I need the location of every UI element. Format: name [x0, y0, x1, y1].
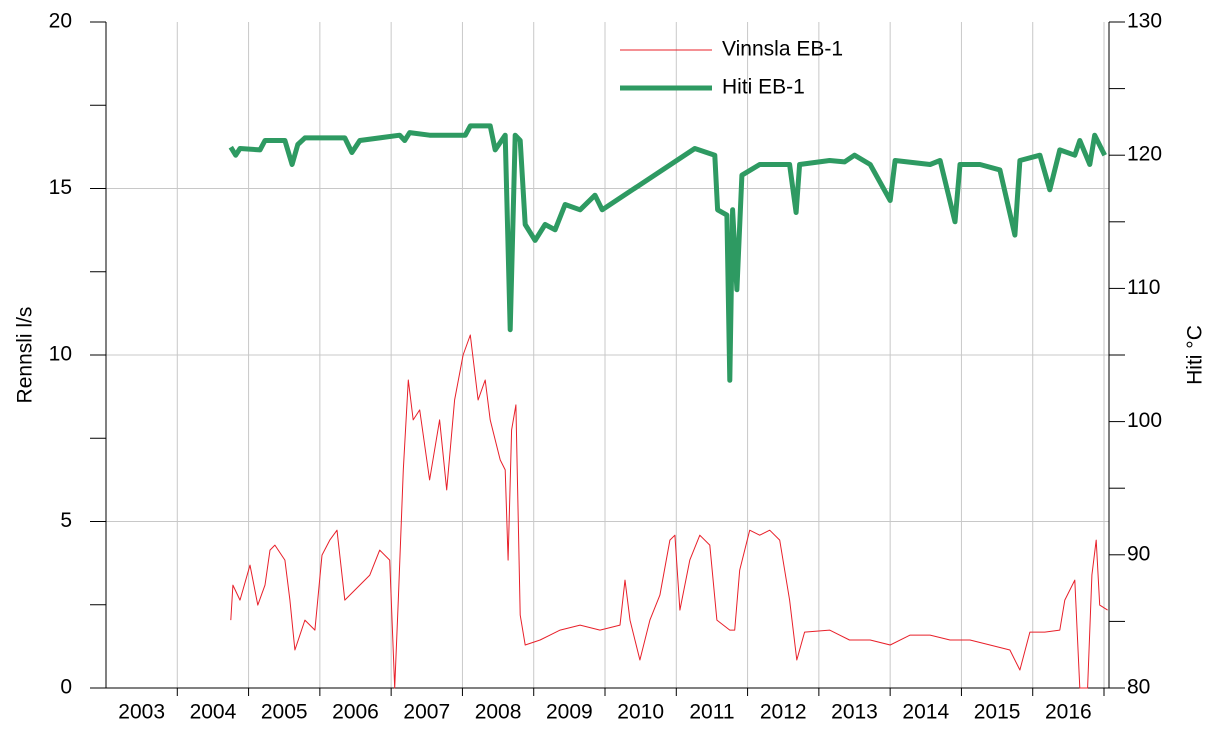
y2-tick-label: 120: [1127, 143, 1162, 166]
legend-label: Hiti EB-1: [722, 76, 805, 99]
y2-tick-label: 100: [1127, 409, 1162, 432]
y-tick-label: 10: [49, 343, 72, 366]
y-tick-label: 0: [60, 676, 72, 699]
legend-label: Vinnsla EB-1: [722, 38, 843, 61]
x-tick-label: 2014: [902, 701, 949, 724]
x-tick-label: 2011: [689, 701, 734, 724]
x-tick-label: 2009: [546, 701, 593, 724]
x-tick-label: 2008: [475, 701, 522, 724]
series-line: [230, 334, 1108, 689]
y2-axis-label: Hiti °C: [1184, 325, 1207, 385]
y2-tick-label: 80: [1127, 676, 1150, 699]
y-tick-label: 5: [60, 509, 72, 532]
series-line: [228, 123, 1107, 383]
x-tick-label: 2013: [831, 701, 878, 724]
x-tick-label: 2004: [190, 701, 237, 724]
x-tick-label: 2015: [974, 701, 1021, 724]
x-tick-label: 2007: [403, 701, 450, 724]
y2-tick-label: 90: [1127, 542, 1150, 565]
x-tick-label: 2005: [261, 701, 308, 724]
y-tick-label: 15: [49, 176, 72, 199]
y-tick-label: 20: [49, 10, 72, 33]
y2-tick-label: 130: [1127, 10, 1162, 33]
x-tick-label: 2010: [617, 701, 664, 724]
y-axis-label: Rennsli l/s: [14, 307, 37, 404]
x-tick-label: 2012: [760, 701, 807, 724]
x-tick-label: 2016: [1045, 701, 1092, 724]
x-tick-label: 2003: [118, 701, 165, 724]
y2-tick-label: 110: [1127, 276, 1160, 299]
x-tick-label: 2006: [332, 701, 379, 724]
